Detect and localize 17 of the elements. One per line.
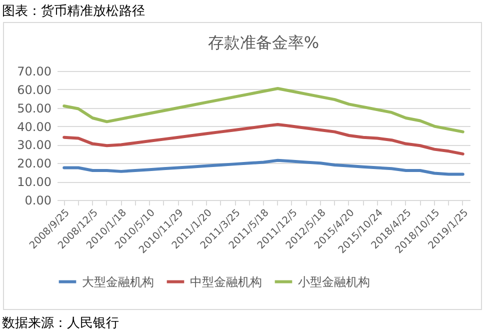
y-tick-label: 30.00 — [17, 138, 52, 152]
legend-label: 大型金融机构 — [82, 274, 154, 289]
chart-title: 存款准备金率% — [208, 33, 320, 52]
legend-label: 小型金融机构 — [298, 274, 370, 289]
line-series — [62, 122, 464, 156]
y-tick-label: 70.00 — [17, 64, 52, 78]
line-series — [62, 87, 464, 134]
text: 图表：货币精准放松路径 — [2, 3, 145, 20]
legend-label: 中型金融机构 — [190, 274, 262, 289]
y-tick-label: 0.00 — [24, 194, 52, 208]
y-tick-label: 10.00 — [17, 175, 52, 190]
y-tick-label: 20.00 — [17, 156, 52, 171]
y-tick-label: 50.00 — [17, 101, 52, 116]
source-note: 数据来源：人民银行 — [2, 315, 119, 332]
y-tick-label: 60.00 — [17, 82, 52, 97]
line-series — [62, 158, 464, 176]
y-tick-label: 40.00 — [17, 120, 52, 134]
